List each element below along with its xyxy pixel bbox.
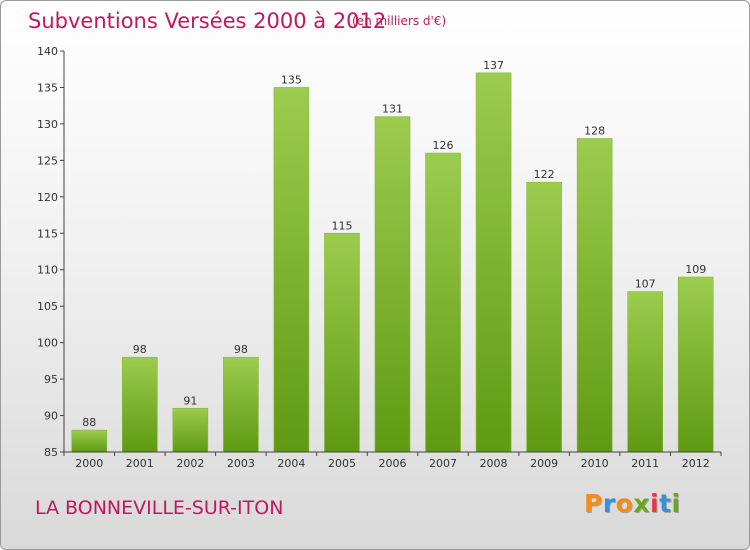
y-tick-label: 135	[37, 81, 58, 94]
bar-2007	[425, 152, 461, 453]
bar-2006	[374, 116, 411, 453]
value-label-2004: 135	[281, 73, 302, 86]
x-tick-label-2000: 2000	[75, 457, 103, 470]
value-label-2008: 137	[483, 59, 504, 72]
value-label-2009: 122	[534, 168, 555, 181]
y-tick-label: 85	[44, 446, 58, 459]
y-tick-label: 110	[37, 264, 58, 277]
chart-title: Subventions Versées 2000 à 2012	[28, 9, 387, 33]
logo-letter: i	[671, 489, 681, 518]
y-tick-label: 125	[37, 154, 58, 167]
x-tick-label-2006: 2006	[379, 457, 407, 470]
value-label-2001: 98	[133, 343, 147, 356]
bar-2010	[576, 138, 613, 453]
logo-letter: o	[615, 489, 634, 518]
y-tick-label: 95	[44, 373, 58, 386]
x-tick-label-2012: 2012	[682, 457, 710, 470]
y-tick-label: 115	[37, 227, 58, 240]
y-tick-label: 130	[37, 118, 58, 131]
logo-letter: r	[602, 489, 616, 518]
bar-2011	[627, 291, 663, 453]
logo-letter: t	[659, 489, 672, 518]
logo-letter: P	[584, 489, 603, 518]
y-tick-label: 90	[44, 410, 58, 423]
x-tick-label-2003: 2003	[227, 457, 255, 470]
x-tick-label-2001: 2001	[126, 457, 154, 470]
bar-2004	[273, 87, 310, 453]
bar-2009	[526, 181, 562, 453]
value-label-2000: 88	[82, 416, 96, 429]
x-tick-label-2008: 2008	[480, 457, 508, 470]
value-label-2007: 126	[433, 139, 454, 152]
y-tick-label: 120	[37, 191, 58, 204]
value-label-2010: 128	[584, 124, 605, 137]
value-label-2006: 131	[382, 103, 403, 116]
bar-2001	[122, 356, 158, 453]
commune-name: LA BONNEVILLE-SUR-ITON	[35, 497, 284, 519]
x-tick-label-2002: 2002	[176, 457, 204, 470]
y-tick-label: 140	[37, 45, 58, 58]
y-tick-label: 100	[37, 337, 58, 350]
x-tick-label-2009: 2009	[530, 457, 558, 470]
x-tick-label-2005: 2005	[328, 457, 356, 470]
chart-subtitle: (en milliers d'€)	[352, 14, 447, 28]
value-label-2012: 109	[685, 263, 706, 276]
x-tick-label-2011: 2011	[631, 457, 659, 470]
value-label-2005: 115	[331, 219, 352, 232]
x-tick-label-2010: 2010	[581, 457, 609, 470]
value-label-2002: 91	[183, 394, 197, 407]
bar-2012	[677, 276, 714, 453]
proxiti-logo: Proxiti	[584, 489, 681, 518]
bar-2002	[172, 407, 209, 453]
logo-letter: x	[633, 489, 650, 518]
bar-2008	[475, 72, 512, 453]
x-tick-label-2007: 2007	[429, 457, 457, 470]
y-tick-label: 105	[37, 300, 58, 313]
logo-letter: i	[650, 489, 660, 518]
bar-2003	[223, 356, 259, 453]
bar-2005	[324, 232, 360, 453]
x-tick-label-2004: 2004	[277, 457, 305, 470]
value-label-2003: 98	[234, 343, 248, 356]
bar-2000	[71, 429, 108, 453]
value-label-2011: 107	[635, 278, 656, 291]
